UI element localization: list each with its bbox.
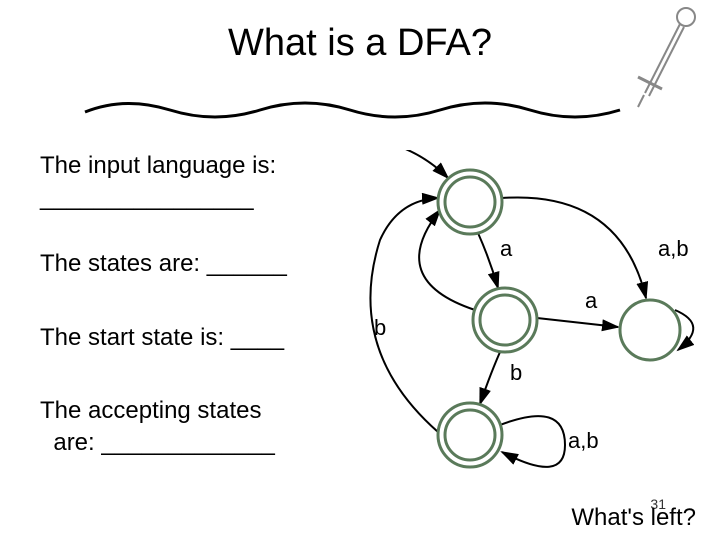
edge-label-ab-2: a,b — [568, 428, 599, 454]
q1-line1: The input language is: — [40, 152, 276, 179]
q1-line2: ________________ — [40, 184, 254, 211]
question-start-state: The start state is: ____ — [40, 322, 284, 354]
question-states: The states are: ______ — [40, 248, 287, 280]
title-underline — [80, 90, 640, 130]
question-accepting-states: The accepting states are: _____________ — [40, 395, 275, 460]
edge-label-b-2: b — [510, 360, 522, 386]
sword-icon — [630, 5, 700, 115]
edge-label-a-1: a — [500, 236, 512, 262]
edge-label-b-1: b — [374, 315, 386, 341]
footer-text: What's left? — [571, 504, 696, 532]
q4-line2: are: _____________ — [53, 429, 275, 456]
edge-label-ab-1: a,b — [658, 236, 689, 262]
question-input-language: The input language is: ________________ — [40, 150, 276, 215]
q4-line1: The accepting states — [40, 397, 261, 424]
slide-title: What is a DFA? — [0, 22, 720, 65]
edge-label-a-2: a — [585, 288, 597, 314]
dfa-diagram: a a,b a b b a,b — [330, 150, 710, 510]
